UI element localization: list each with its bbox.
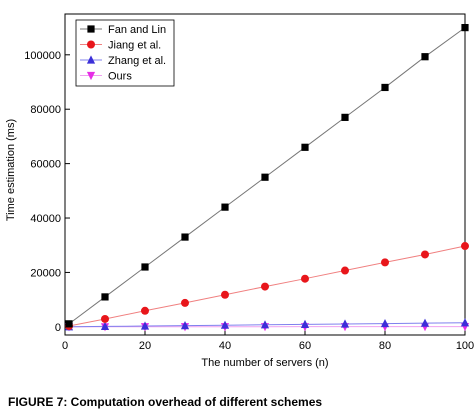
legend-marker [87,25,95,33]
data-point [221,203,229,211]
data-point [341,266,349,275]
data-point [380,318,390,328]
data-point [180,321,190,330]
legend-item: Fan and Lin [80,24,166,36]
series-fan-and-lin [65,24,469,328]
legend-label: Fan and Lin [108,24,166,36]
legend-label: Ours [108,71,132,83]
legend-marker [86,71,96,81]
data-point [141,306,149,315]
x-tick-label: 80 [379,340,391,352]
data-point [260,320,270,329]
data-point [261,282,269,291]
data-point [300,319,310,328]
data-point [381,83,389,92]
plot-area [64,13,466,336]
legend-marker [86,55,96,64]
y-tick-label: 100000 [24,50,61,62]
y-tick-label: 40000 [30,213,61,225]
data-point [140,321,150,330]
x-tick-label: 0 [62,340,68,352]
y-tick-label: 20000 [30,267,61,279]
figure-caption: FIGURE 7: Computation overhead of differ… [8,395,323,409]
data-point [220,320,230,329]
data-point [65,320,73,328]
y-tick-label: 80000 [30,104,61,116]
chart: 0 20 40 60 80 100 0 20000 40000 60000 80000 100000… [5,13,474,369]
y-axis-label: Time estimation (ms) [5,119,17,221]
y-tick-label: 60000 [30,159,61,171]
x-tick-label: 60 [299,340,311,352]
series-layer [64,24,470,332]
data-point [460,318,470,327]
legend-label: Jiang et al. [108,40,161,52]
x-axis-label: The number of servers (n) [201,357,328,369]
y-axis: 0 20000 40000 60000 80000 100000 [24,50,70,334]
data-point [421,53,429,61]
data-point [141,263,149,271]
data-point [221,290,229,299]
data-point [301,143,309,151]
legend: Fan and Lin Jiang et al. Zhang et al. Ours [75,19,175,87]
legend-item: Zhang et al. [80,55,166,67]
x-tick-label: 20 [139,340,151,352]
series-jiang-et-al [65,242,469,331]
data-point [461,24,469,32]
x-tick-label: 40 [219,340,231,352]
x-axis: 0 20 40 60 80 100 [62,330,474,352]
legend-label: Zhang et al. [108,55,166,67]
data-point [420,318,430,327]
data-point [101,293,109,301]
series-zhang-et-al [64,318,470,331]
data-point [101,314,109,323]
legend-item: Ours [80,71,132,83]
data-point [421,250,429,259]
data-point [181,233,189,241]
data-point [341,113,349,121]
x-tick-label: 100 [456,340,474,352]
data-point [340,319,350,328]
legend-item: Jiang et al. [80,40,161,52]
data-point [181,298,189,307]
data-point [301,274,309,283]
plot-border [64,13,466,336]
data-point [100,321,110,331]
data-point [461,242,469,251]
legend-marker [87,40,95,49]
data-point [261,173,269,181]
y-tick-label: 0 [55,322,61,334]
data-point [381,258,389,267]
